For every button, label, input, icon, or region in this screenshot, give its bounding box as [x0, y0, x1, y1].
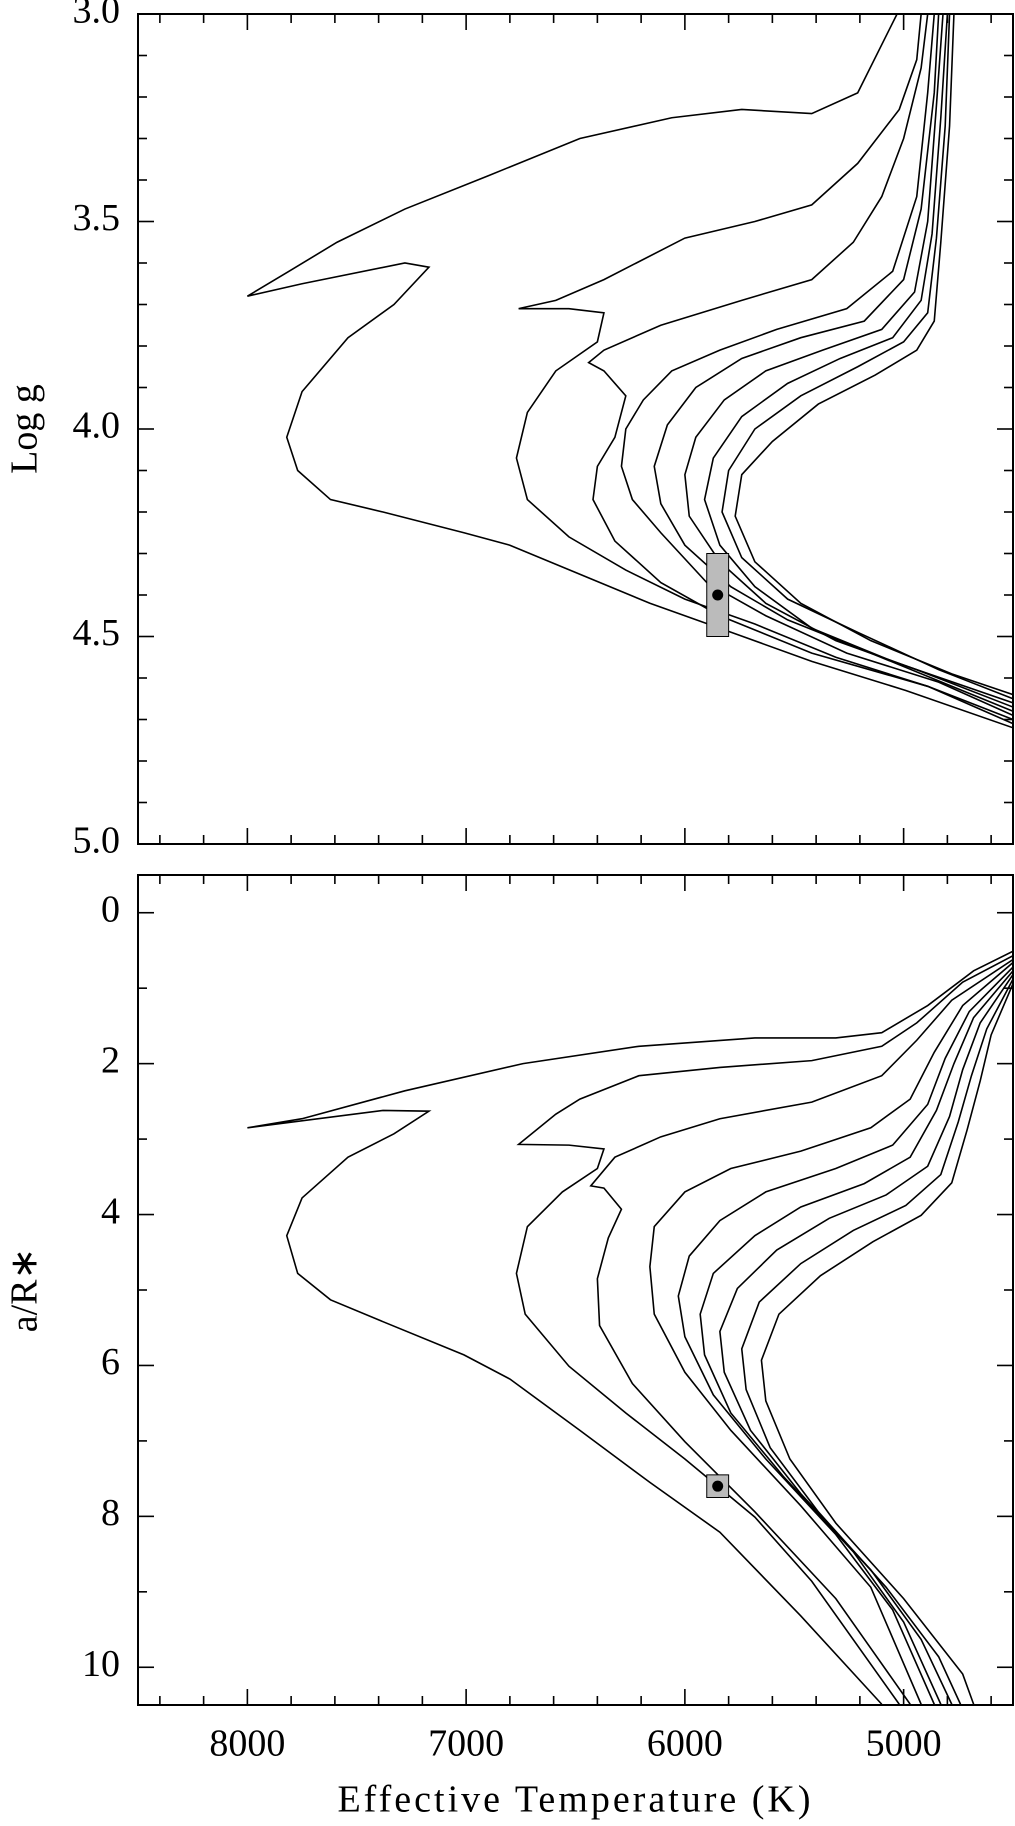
- x-tick-label: 8000: [209, 1723, 285, 1765]
- isochrone: [515, 14, 1013, 725]
- y-tick-label: 8: [101, 1492, 120, 1534]
- y-tick-label: 4: [101, 1190, 120, 1232]
- y-tick-label: 3.5: [73, 197, 121, 239]
- x-tick-label: 5000: [866, 1723, 942, 1765]
- y-axis-label: a/R∗: [4, 1248, 46, 1333]
- isochrone: [653, 14, 1013, 712]
- plot-frame: [137, 13, 1014, 845]
- isochrone: [684, 14, 1013, 708]
- isochrone: [703, 14, 1013, 704]
- isochrone: [699, 970, 1013, 1705]
- isochrone: [515, 955, 1013, 1705]
- y-tick-label: 5.0: [73, 820, 121, 862]
- isochrone: [734, 14, 1013, 696]
- y-tick-label: 4.5: [73, 612, 121, 654]
- isochrone: [246, 14, 1013, 729]
- x-tick-label: 7000: [428, 1723, 504, 1765]
- y-tick-label: 3.0: [73, 0, 121, 32]
- data-point: [712, 589, 724, 601]
- y-axis-label: Log g: [4, 384, 46, 474]
- isochrone: [589, 958, 1013, 1705]
- data-point: [712, 1480, 724, 1492]
- isochrone: [649, 961, 1013, 1705]
- isochrone: [587, 14, 1013, 721]
- isochrone: [760, 983, 1013, 1705]
- y-tick-label: 6: [101, 1341, 120, 1383]
- isochrone: [620, 14, 1013, 717]
- x-tick-label: 6000: [647, 1723, 723, 1765]
- curves: [247, 950, 1013, 1705]
- y-tick-label: 2: [101, 1039, 120, 1081]
- y-tick-label: 0: [101, 888, 120, 930]
- plot-frame: [137, 874, 1014, 1706]
- isochrone: [740, 978, 1013, 1705]
- y-tick-label: 10: [82, 1643, 120, 1685]
- isochrone: [677, 966, 1013, 1705]
- isochrone: [721, 14, 1013, 700]
- y-tick-label: 4.0: [73, 405, 121, 447]
- x-axis-label: Effective Temperature (K): [337, 1779, 813, 1821]
- isochrone: [247, 950, 1013, 1705]
- curves: [246, 14, 1013, 729]
